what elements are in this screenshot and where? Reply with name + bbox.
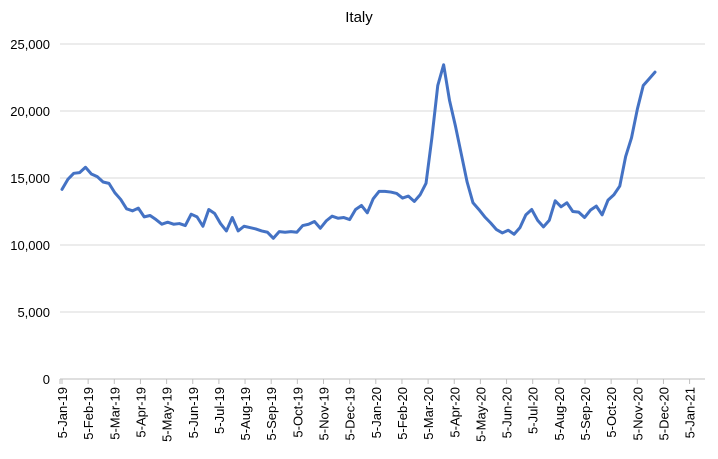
y-tick-label: 10,000: [10, 238, 50, 253]
y-tick-label: 20,000: [10, 104, 50, 119]
x-tick-label: 5-Aug-20: [552, 387, 567, 440]
x-tick-label: 5-Jun-19: [186, 387, 201, 438]
gridlines: [60, 43, 705, 313]
x-tick-label: 5-Nov-19: [317, 387, 332, 440]
x-tick-label: 5-Jan-20: [369, 387, 384, 438]
x-tick-label: 5-Mar-19: [107, 387, 122, 440]
y-tick-label: 0: [43, 372, 50, 387]
series-line-italy: [60, 63, 657, 240]
x-tick-label: 5-Nov-20: [630, 387, 645, 440]
x-tick-label: 5-Sep-19: [264, 387, 279, 440]
x-tick-label: 5-Apr-19: [133, 387, 148, 438]
x-tick-label: 5-Apr-20: [447, 387, 462, 438]
x-tick-labels: 5-Jan-19 5-Feb-19 5-Mar-19 5-Apr-19 5-May-19…: [55, 387, 698, 442]
axes: [59, 378, 705, 384]
x-tick-label: 5-Oct-20: [604, 387, 619, 438]
x-tick-label: 5-Jun-20: [500, 387, 515, 438]
x-tick-label: 5-Oct-19: [290, 387, 305, 438]
x-tick-label: 5-May-20: [473, 387, 488, 442]
x-tick-label: 5-Jan-19: [55, 387, 70, 438]
x-tick-label: 5-Dec-19: [343, 387, 358, 440]
x-tick-label: 5-May-19: [160, 387, 175, 442]
y-tick-label: 15,000: [10, 171, 50, 186]
x-tick-label: 5-Jan-21: [683, 387, 698, 438]
x-tick-label: 5-Mar-20: [421, 387, 436, 440]
x-tick-label: 5-Sep-20: [578, 387, 593, 440]
x-tick-label: 5-Dec-20: [656, 387, 671, 440]
x-tick-label: 5-Aug-19: [238, 387, 253, 440]
y-tick-label: 25,000: [10, 37, 50, 52]
x-tick-label: 5-Feb-19: [81, 387, 96, 440]
x-tick-label: 5-Feb-20: [395, 387, 410, 440]
x-tick-label: 5-Jul-19: [212, 387, 227, 434]
series-layer: [60, 63, 657, 240]
y-tick-labels: 0 5,000 10,000 15,000 20,000 25,000: [10, 37, 50, 387]
x-tick-label: 5-Jul-20: [526, 387, 541, 434]
chart-title: Italy: [345, 9, 373, 26]
y-tick-label: 5,000: [17, 305, 50, 320]
